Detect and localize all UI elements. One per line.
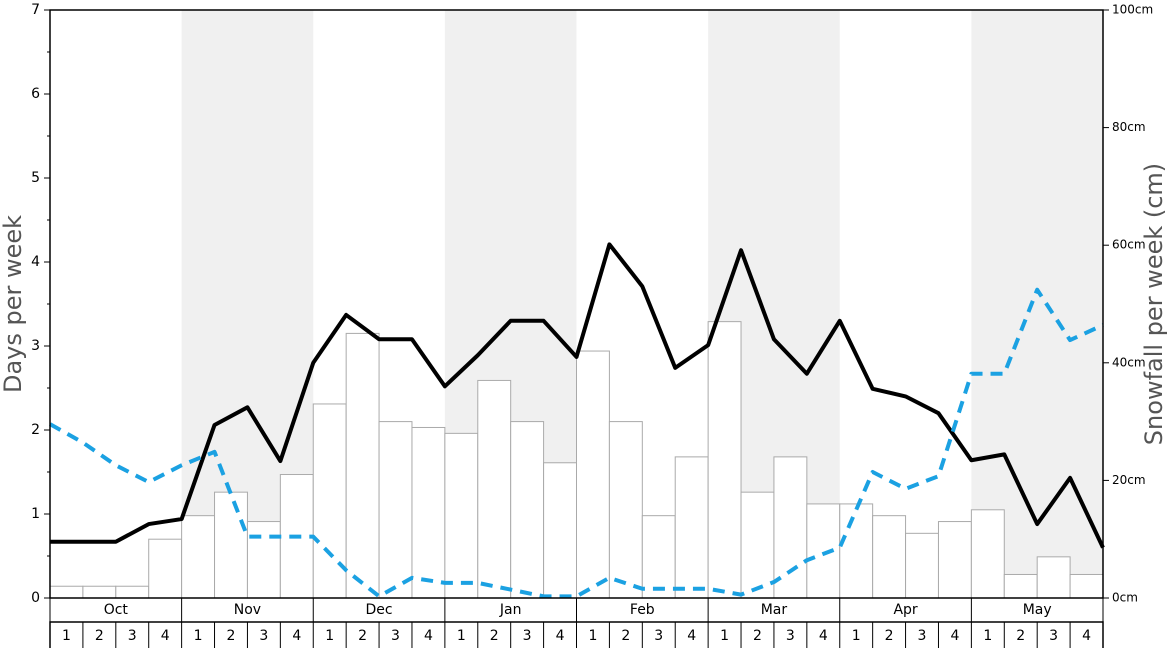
line — [49, 287, 1104, 599]
y-tick-label: 3 — [31, 338, 40, 354]
y2-axis-label: Snowfall per week (cm) — [1140, 163, 1168, 445]
x-tick-label: 4 — [819, 628, 828, 644]
x-tick-label: 3 — [128, 628, 137, 644]
bar — [641, 515, 676, 599]
x-tick-label: 4 — [292, 628, 301, 644]
month-label: Feb — [630, 602, 655, 618]
x-tick-label: 2 — [885, 628, 894, 644]
x-tick-label: 3 — [654, 628, 663, 644]
x-tick-label: 3 — [1049, 628, 1058, 644]
month-label: Oct — [104, 602, 129, 618]
bar — [82, 585, 117, 599]
bar — [444, 432, 479, 599]
month-label: Jan — [499, 602, 522, 618]
month-label: Nov — [234, 602, 261, 618]
x-tick-label: 2 — [1016, 628, 1025, 644]
line — [50, 242, 1105, 549]
x-tick-label: 4 — [556, 628, 565, 644]
x-tick-label: 3 — [391, 628, 400, 644]
y-tick-label: 5 — [31, 170, 40, 186]
y-tick-label: 4 — [31, 254, 40, 270]
bar — [312, 403, 347, 599]
x-tick-label: 2 — [621, 628, 630, 644]
bar — [773, 456, 808, 599]
bar — [740, 491, 775, 599]
bar — [608, 421, 643, 599]
x-tick-label: 1 — [325, 628, 334, 644]
month-label: Apr — [893, 602, 917, 618]
bar — [1036, 556, 1071, 599]
x-tick-label: 1 — [983, 628, 992, 644]
x-tick-label: 3 — [259, 628, 268, 644]
bar — [477, 379, 512, 599]
bar — [674, 456, 709, 599]
x-tick-label: 2 — [227, 628, 236, 644]
y2-tick-label: 80cm — [1112, 120, 1146, 134]
bar — [148, 538, 183, 599]
bar — [806, 503, 841, 599]
x-tick-label: 3 — [918, 628, 927, 644]
y-tick-label: 0 — [31, 590, 40, 606]
x-tick-label: 4 — [1082, 628, 1091, 644]
x-tick-label: 2 — [490, 628, 499, 644]
bar — [181, 515, 216, 599]
bar — [707, 321, 742, 599]
x-tick-label: 4 — [950, 628, 959, 644]
x-tick-label: 1 — [588, 628, 597, 644]
y2-tick-label: 100cm — [1112, 3, 1153, 17]
y-axis-label: Days per week — [0, 215, 27, 393]
y2-tick-label: 20cm — [1112, 473, 1146, 487]
y2-tick-label: 60cm — [1112, 238, 1146, 252]
y-tick-label: 2 — [31, 422, 40, 438]
bar — [543, 462, 577, 599]
bar — [839, 503, 874, 599]
bar — [1003, 573, 1038, 599]
y2-tick-label: 0cm — [1112, 591, 1138, 605]
y-tick-label: 1 — [31, 506, 40, 522]
bar — [576, 350, 610, 599]
month-label: May — [1023, 602, 1052, 618]
x-tick-label: 2 — [358, 628, 367, 644]
bar — [970, 509, 1005, 599]
bar — [411, 426, 446, 599]
y-tick-label: 6 — [31, 86, 40, 102]
bar — [214, 491, 248, 599]
x-tick-label: 4 — [161, 628, 170, 644]
month-label: Mar — [761, 602, 788, 618]
x-tick-label: 4 — [687, 628, 696, 644]
x-tick-label: 1 — [62, 628, 71, 644]
month-label: Dec — [366, 602, 393, 618]
x-tick-label: 1 — [457, 628, 466, 644]
x-tick-label: 2 — [753, 628, 762, 644]
x-tick-label: 2 — [95, 628, 104, 644]
x-tick-label: 4 — [424, 628, 433, 644]
x-tick-label: 1 — [194, 628, 203, 644]
y-tick-label: 7 — [31, 2, 40, 18]
x-tick-label: 3 — [523, 628, 532, 644]
y2-tick-label: 40cm — [1112, 355, 1146, 369]
x-tick-label: 1 — [720, 628, 729, 644]
x-tick-label: 1 — [852, 628, 861, 644]
bar — [937, 521, 972, 599]
bar — [1069, 573, 1104, 599]
bar — [49, 585, 84, 599]
bar — [510, 421, 545, 599]
bar — [872, 515, 907, 599]
bar — [345, 332, 380, 599]
x-tick-label: 3 — [786, 628, 795, 644]
bar — [905, 532, 939, 599]
bar — [246, 521, 281, 599]
bar — [115, 585, 150, 599]
bar — [378, 421, 413, 599]
